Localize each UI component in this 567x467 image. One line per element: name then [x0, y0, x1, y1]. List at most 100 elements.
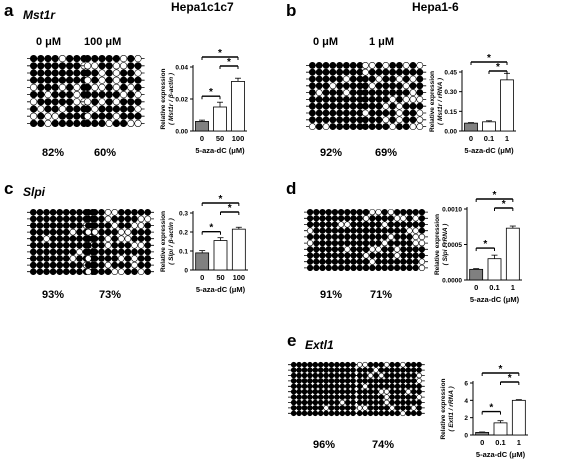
unmethylated-cpg-dot — [344, 221, 351, 228]
methylated-cpg-dot — [322, 102, 330, 110]
methylated-cpg-dot — [416, 361, 422, 368]
methylated-cpg-dot — [389, 109, 397, 117]
methylated-cpg-dot — [301, 399, 308, 406]
methylated-cpg-dot — [98, 248, 105, 256]
methylated-cpg-dot — [319, 258, 326, 265]
methylated-cpg-dot — [127, 112, 135, 120]
methylated-cpg-dot — [329, 68, 337, 76]
unmethylated-cpg-dot — [119, 90, 128, 99]
methylation-grid — [304, 208, 372, 272]
methylation-pct-a-right: 60% — [94, 147, 117, 159]
methylated-cpg-dot — [344, 361, 351, 368]
methylated-cpg-dot — [344, 258, 351, 265]
gene-label-c: Slpi — [23, 185, 46, 199]
methylated-cpg-dot — [405, 410, 412, 417]
methylated-cpg-dot — [313, 208, 320, 216]
methylated-cpg-dot — [105, 54, 113, 63]
methylated-cpg-dot — [69, 241, 77, 249]
unmethylated-cpg-dot — [356, 405, 363, 411]
methylated-cpg-dot — [37, 98, 45, 106]
methylated-cpg-dot — [375, 258, 382, 265]
methylated-cpg-dot — [51, 98, 59, 106]
bar — [464, 122, 478, 132]
methylated-cpg-dot — [306, 252, 314, 259]
methylated-cpg-dot — [65, 112, 74, 120]
methylated-cpg-dot — [325, 252, 332, 259]
significance-star: * — [227, 57, 231, 68]
significance-star: * — [489, 403, 493, 414]
methylated-cpg-dot — [104, 222, 112, 229]
methylated-cpg-dot — [111, 261, 119, 269]
methylated-cpg-dot — [62, 235, 70, 243]
methylated-cpg-dot — [418, 215, 426, 222]
methylated-cpg-dot — [331, 258, 339, 265]
methylated-cpg-dot — [342, 82, 350, 90]
methylated-cpg-dot — [349, 75, 357, 83]
methylated-cpg-dot — [334, 388, 340, 395]
methylated-cpg-dot — [308, 116, 316, 124]
methylated-cpg-dot — [98, 241, 105, 249]
methylated-cpg-dot — [402, 102, 410, 110]
methylated-cpg-dot — [44, 83, 52, 92]
unmethylated-cpg-dot — [416, 378, 422, 384]
unmethylated-cpg-dot — [137, 215, 145, 223]
methylated-cpg-dot — [91, 208, 99, 216]
methylated-cpg-dot — [375, 102, 383, 110]
methylated-cpg-dot — [416, 68, 424, 76]
methylated-cpg-dot — [369, 239, 376, 247]
methylated-cpg-dot — [76, 241, 83, 249]
unmethylated-cpg-dot — [412, 239, 419, 247]
unmethylated-cpg-dot — [416, 95, 424, 103]
unmethylated-cpg-dot — [98, 83, 106, 92]
methylated-cpg-dot — [369, 233, 376, 241]
methylated-cpg-dot — [312, 372, 319, 379]
methylated-cpg-dot — [402, 75, 410, 83]
x-tick-label: 0 — [469, 134, 473, 143]
methylated-cpg-dot — [400, 388, 406, 395]
methylated-cpg-dot — [382, 109, 390, 117]
unmethylated-cpg-dot — [412, 227, 419, 234]
methylated-cpg-dot — [334, 378, 340, 384]
methylated-cpg-dot — [73, 105, 81, 113]
methylated-cpg-dot — [383, 410, 390, 417]
methylated-cpg-dot — [349, 116, 357, 124]
methylated-cpg-dot — [349, 68, 357, 76]
methylated-cpg-dot — [337, 246, 345, 253]
methylated-cpg-dot — [308, 95, 316, 103]
methylated-cpg-dot — [83, 69, 92, 77]
methylated-cpg-dot — [400, 239, 407, 247]
methylated-cpg-dot — [317, 405, 324, 411]
unmethylated-cpg-dot — [98, 69, 106, 77]
methylated-cpg-dot — [378, 383, 385, 390]
methylated-cpg-dot — [37, 62, 45, 70]
significance-star: * — [493, 190, 497, 201]
methylated-cpg-dot — [127, 62, 135, 70]
methylated-cpg-dot — [56, 261, 64, 269]
methylated-cpg-dot — [367, 410, 374, 417]
methylation-grid — [27, 54, 91, 128]
methylated-cpg-dot — [131, 235, 138, 243]
methylated-cpg-dot — [69, 261, 77, 269]
unmethylated-cpg-dot — [383, 394, 390, 400]
unmethylated-cpg-dot — [418, 264, 426, 272]
methylated-cpg-dot — [308, 89, 316, 97]
methylated-cpg-dot — [356, 394, 363, 400]
methylated-cpg-dot — [312, 410, 319, 417]
methylated-cpg-dot — [322, 109, 330, 117]
significance-star: * — [487, 53, 491, 64]
methylated-cpg-dot — [394, 367, 401, 373]
methylated-cpg-dot — [62, 241, 70, 249]
panel-letter-e: e — [287, 331, 297, 350]
methylated-cpg-dot — [29, 208, 37, 216]
methylated-cpg-dot — [29, 248, 37, 256]
methylated-cpg-dot — [349, 109, 357, 117]
methylated-cpg-dot — [117, 208, 125, 216]
unmethylated-cpg-dot — [416, 394, 422, 400]
methylated-cpg-dot — [104, 268, 112, 276]
methylated-cpg-dot — [400, 227, 407, 234]
methylated-cpg-dot — [356, 383, 363, 390]
methylated-cpg-dot — [49, 208, 57, 216]
methylated-cpg-dot — [44, 105, 52, 113]
unmethylated-cpg-dot — [124, 235, 132, 243]
methylated-cpg-dot — [339, 383, 346, 390]
